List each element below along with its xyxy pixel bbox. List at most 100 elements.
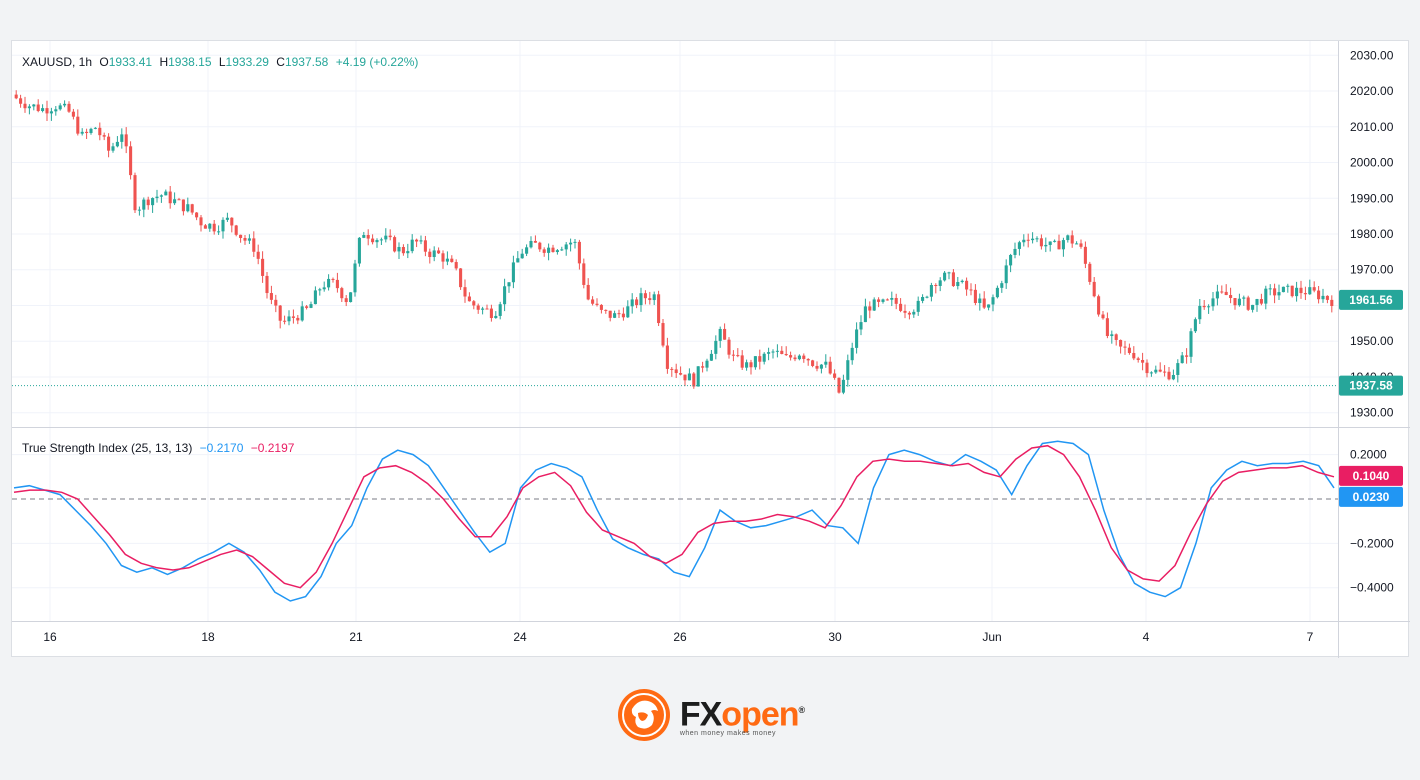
candle-body xyxy=(146,199,150,206)
candle-body xyxy=(1268,288,1272,290)
close-value: 1937.58 xyxy=(284,55,329,69)
candle-body xyxy=(551,247,555,253)
signal-line xyxy=(13,444,1335,589)
candle-body xyxy=(1123,346,1127,348)
candle-body xyxy=(881,299,885,302)
price-axis-label: 2010.00 xyxy=(1350,120,1394,134)
candle-body xyxy=(749,362,753,368)
candle-body xyxy=(921,296,925,301)
candle-body xyxy=(547,247,551,253)
candle-body xyxy=(617,313,621,315)
candle-body xyxy=(217,231,221,233)
candle-body xyxy=(45,108,49,114)
brand-open: open xyxy=(721,695,799,734)
candle-body xyxy=(357,237,361,264)
candle-body xyxy=(441,253,445,262)
candle-body xyxy=(564,244,568,250)
candle-body xyxy=(14,94,18,99)
candle-body xyxy=(300,306,304,321)
candle-body xyxy=(181,199,185,212)
candle-body xyxy=(1229,295,1233,299)
brand-wordmark: FXopen® xyxy=(680,693,806,734)
fxopen-logo[interactable]: FXopen® when money makes money xyxy=(616,687,806,743)
candle-body xyxy=(476,305,480,310)
candle-body xyxy=(789,355,793,358)
candle-body xyxy=(1167,371,1171,380)
indicator-axis-label: −0.2000 xyxy=(1350,536,1394,550)
time-axis-label: 7 xyxy=(1307,630,1314,644)
price-axis-label: 2000.00 xyxy=(1350,156,1394,170)
candle-body xyxy=(1308,287,1312,295)
candle-body xyxy=(234,225,238,235)
candle-body xyxy=(1057,240,1061,250)
candle-body xyxy=(1110,334,1114,337)
candle-body xyxy=(661,323,665,346)
signal-value-tag: 0.1040 xyxy=(1353,469,1390,483)
candle-body xyxy=(151,198,155,206)
candle-body xyxy=(1083,246,1087,264)
candle-body xyxy=(243,237,247,241)
candle-body xyxy=(687,373,691,381)
candle-body xyxy=(102,135,106,137)
candle-body xyxy=(912,311,916,315)
candle-body xyxy=(613,313,617,318)
candle-body xyxy=(1202,305,1206,308)
candle-body xyxy=(555,250,559,253)
candle-body xyxy=(1053,240,1057,242)
price-axis-label: 2020.00 xyxy=(1350,84,1394,98)
candle-body xyxy=(318,289,322,291)
candle-body xyxy=(159,195,163,197)
tsi-line xyxy=(13,440,1335,602)
candle-body xyxy=(1255,299,1259,305)
candle-body xyxy=(811,360,815,366)
candle-body xyxy=(371,238,375,243)
indicator-header: True Strength Index (25, 13, 13) −0.2170… xyxy=(22,441,298,455)
candle-body xyxy=(841,379,845,393)
candle-body xyxy=(313,290,317,305)
candle-body xyxy=(287,316,291,322)
candle-body xyxy=(1299,287,1303,294)
candle-body xyxy=(806,358,810,361)
chart-canvas[interactable]: 2030.00 2020.00 2010.00 2000.00 1990.00 1980.… xyxy=(12,41,1410,658)
candle-body xyxy=(525,247,529,254)
registered-mark: ® xyxy=(798,705,806,716)
candle-body xyxy=(1132,352,1136,359)
candle-body xyxy=(652,294,656,301)
candle-body xyxy=(947,272,951,274)
candle-body xyxy=(54,109,58,112)
candle-body xyxy=(736,355,740,357)
candle-body xyxy=(208,223,212,229)
candle-body xyxy=(1092,281,1096,297)
candle-body xyxy=(877,299,881,302)
candle-body xyxy=(401,246,405,254)
candle-body xyxy=(379,239,383,241)
candle-body xyxy=(1224,291,1228,296)
candle-body xyxy=(230,217,234,226)
candle-body xyxy=(397,246,401,252)
candle-body xyxy=(934,285,938,287)
low-value: 1933.29 xyxy=(225,55,269,69)
candle-body xyxy=(1273,288,1277,296)
candle-body xyxy=(353,263,357,293)
candle-body xyxy=(467,296,471,302)
candle-body xyxy=(23,103,27,109)
candle-body xyxy=(58,105,62,110)
candle-body xyxy=(824,361,828,365)
candle-body xyxy=(164,191,168,196)
candle-body xyxy=(674,369,678,374)
candle-body xyxy=(916,300,920,312)
candle-body xyxy=(1312,287,1316,291)
candle-body xyxy=(1136,358,1140,360)
candle-body xyxy=(621,313,625,318)
candle-body xyxy=(573,241,577,243)
candle-body xyxy=(1141,359,1145,363)
candle-body xyxy=(1013,248,1017,255)
candle-body xyxy=(49,111,53,114)
candle-body xyxy=(1237,298,1241,306)
current-price-tag-bg xyxy=(1339,289,1403,310)
candle-body xyxy=(177,199,181,201)
current-price-tag: 1961.56 xyxy=(1349,293,1393,307)
candle-body xyxy=(679,373,683,375)
time-axis-label: 30 xyxy=(828,630,842,644)
candle-body xyxy=(195,212,199,218)
